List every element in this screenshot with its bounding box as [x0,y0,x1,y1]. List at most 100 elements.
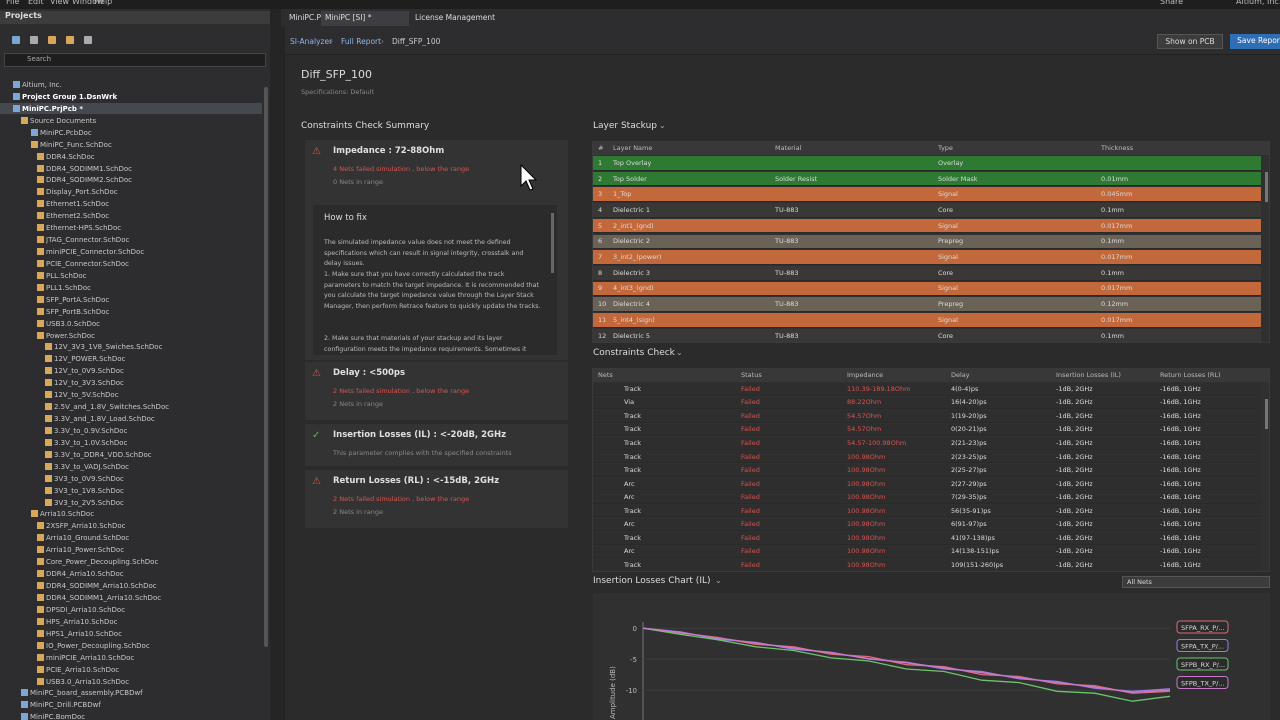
show-on-pcb-button[interactable]: Show on PCB [1157,34,1223,49]
tab[interactable]: MiniPC [SI] * [321,11,409,26]
tree-item[interactable]: MiniPC_Drill.PCBDwf [30,701,101,710]
table-row[interactable]: Track Failed 100.98Ohm 56(35-91)ps -1dB, 2GH… [593,504,1261,518]
tree-item[interactable]: 3.3V_to_0.9V.SchDoc [54,426,128,435]
tree-item[interactable]: MiniPC.PrjPcb * [22,104,84,113]
tree-item[interactable]: HPS_Arria10.SchDoc [46,617,118,626]
menu-item[interactable]: Edit [28,0,44,6]
tree-item[interactable]: 12V_to_5V.SchDoc [54,391,119,400]
tree-item[interactable]: USB3.0.SchDoc [46,319,100,328]
menu-item[interactable]: File [6,0,20,6]
table-row[interactable]: Arc Failed 100.98Ohm 14(138-151)ps -1dB, 2GH… [593,545,1261,559]
table-row[interactable]: Arc Failed 100.98Ohm 7(29-35)ps -1dB, 2GHz -1… [593,491,1261,504]
table-row[interactable]: Track Failed 100.98Ohm 41(97-138)ps -1dB, 2G… [593,532,1261,545]
tree-item[interactable]: DDR4_SODIMM1.SchDoc [46,164,133,173]
tree-item[interactable]: SFP_PortA.SchDoc [46,295,110,304]
toolbar-icon[interactable] [30,36,38,44]
table-row[interactable]: Track Failed 110.39-189.18Ohm 4(0-4)ps -1dB,… [593,383,1261,396]
tree-item[interactable]: miniPCIE_Connector.SchDoc [46,248,145,257]
table-row[interactable]: Track Failed 54.57Ohm 0(20-21)ps -1dB, 2GHz -… [593,423,1261,437]
account[interactable]: Altium, Inc. [1236,0,1280,6]
tree-item[interactable]: DDR4.SchDoc [46,152,95,161]
toolbar-icon[interactable] [66,36,74,44]
tree-item[interactable]: Core_Power_Decoupling.SchDoc [46,558,159,567]
table-row[interactable]: 3 1_Top Signal 0.045mm [593,187,1261,203]
tree-item[interactable]: MiniPC_Func.SchDoc [40,140,112,149]
table-row[interactable]: Arc Failed 100.98Ohm 2(27-29)ps -1dB, 2GHz -1… [593,477,1261,491]
search-box[interactable]: Search [4,53,266,67]
tree-item[interactable]: Altium, Inc. [22,81,62,89]
tree-item[interactable]: PLL.SchDoc [46,271,87,280]
table-row[interactable]: Track Failed 54.57Ohm 1(19-20)ps -1dB, 2GHz -… [593,410,1261,423]
table-row[interactable]: 7 3_int2_(power) Signal 0.017mm [593,250,1261,265]
tree-item[interactable]: Arria10_Ground.SchDoc [46,534,130,543]
toolbar-icon[interactable] [12,36,20,44]
tree-item[interactable]: IO_Power_Decoupling.SchDoc [46,641,150,650]
tree-item[interactable]: DDR4_SODIMM2.SchDoc [46,176,133,185]
tree-item[interactable]: JTAG_Connector.SchDoc [46,236,130,245]
table-row[interactable]: 11 5_int4_(sign) Signal 0.017mm [593,313,1261,328]
tree-item[interactable]: 12V_to_3V3.SchDoc [54,379,124,388]
table-row[interactable]: 12 Dielectric 5 TU-883 Core 0.1mm [593,328,1261,343]
tree-item[interactable]: Arria10.SchDoc [40,510,95,519]
tree-item[interactable]: 12V_3V3_1V8_Swiches.SchDoc [54,343,163,352]
toolbar-icon[interactable] [48,36,56,44]
table-row[interactable]: 4 Dielectric 1 TU-883 Core 0.1mm [593,203,1261,218]
table-row[interactable]: 9 4_int3_(gnd) Signal 0.017mm [593,281,1261,297]
tree-item[interactable]: 12V_to_0V9.SchDoc [54,367,124,376]
tree-item[interactable]: Power.SchDoc [46,331,95,340]
tree-item[interactable]: DPSDI_Arria10.SchDoc [46,605,126,614]
tree-item[interactable]: MiniPC_board_assembly.PCBDwf [30,689,143,698]
tree-item[interactable]: USB3.0_Arria10.SchDoc [46,677,130,686]
tree-item[interactable]: Arria10_Power.SchDoc [46,546,125,555]
tree-item[interactable]: DDR4_SODIMM1_Arria10.SchDoc [46,593,162,602]
tree-item[interactable]: 3.3V_to_VADJ.SchDoc [54,462,130,471]
tree-item[interactable]: Ethernet-HPS.SchDoc [46,224,122,233]
save-report-button[interactable]: Save Report [1230,34,1280,49]
breadcrumb-item[interactable]: SI-Analyzer [290,37,333,46]
tree-item[interactable]: DDR4_SODIMM_Arria10.SchDoc [46,582,157,591]
tree-item[interactable]: 3V3_to_1V8.SchDoc [54,486,124,495]
tree-item[interactable]: DDR4_Arria10.SchDoc [46,570,124,579]
table-row[interactable]: Track Failed 100.98Ohm 109(151-260)ps -1dB, … [593,559,1261,571]
tree-item[interactable]: SFP_PortB.SchDoc [46,307,110,316]
menu-item[interactable]: Window [72,0,104,6]
tree-item[interactable]: 3.3V_and_1.8V_Load.SchDoc [54,415,155,424]
filter-dropdown[interactable]: All Nets [1122,576,1270,588]
tree-item[interactable]: 2.5V_and_1.8V_Switches.SchDoc [54,403,170,412]
toolbar-icon[interactable] [84,36,92,44]
tree-item[interactable]: 12V_POWER.SchDoc [54,355,126,364]
tree-item[interactable]: 2XSFP_Arria10.SchDoc [46,522,126,531]
table-row[interactable]: 2 Top Solder Solder Resist Solder Mask 0.01m… [593,171,1261,187]
tree-item[interactable]: Ethernet2.SchDoc [46,212,110,221]
table-row[interactable]: 8 Dielectric 3 TU-883 Core 0.1mm [593,265,1261,281]
breadcrumb-item[interactable]: Full Report [341,37,382,46]
tree-item[interactable]: 3.3V_to_DDR4_VDD.SchDoc [54,450,152,459]
share-button[interactable]: Share [1160,0,1184,6]
tree-item[interactable]: MiniPC.BomDoc [30,713,86,720]
tree-item[interactable]: MiniPC.PcbDoc [40,128,92,137]
tree-item[interactable]: Project Group 1.DsnWrk [22,92,118,101]
tree-item[interactable]: miniPCIE_Arria10.SchDoc [46,653,135,662]
tree-item[interactable]: PCIE_Connector.SchDoc [46,259,130,268]
tree-item[interactable]: 3V3_to_2V5.SchDoc [54,498,124,507]
menu-item[interactable]: Help [94,0,113,6]
table-row[interactable]: 5 2_int1_(gnd) Signal 0.017mm [593,218,1261,234]
tree-item[interactable]: Source Documents [30,116,97,125]
table-row[interactable]: Via Failed 88.22Ohm 16(4-20)ps -1dB, 2GHz -16… [593,396,1261,410]
table-row[interactable]: Track Failed 100.98Ohm 2(23-25)ps -1dB, 2GHz… [593,450,1261,464]
table-row[interactable]: Track Failed 100.98Ohm 2(25-27)ps -1dB, 2GHz… [593,464,1261,477]
table-row[interactable]: 6 Dielectric 2 TU-883 Prepreg 0.1mm [593,234,1261,250]
tab[interactable]: License Management [411,11,511,26]
tree-item[interactable]: Ethernet1.SchDoc [46,200,110,209]
tree-item[interactable]: Display_Port.SchDoc [46,188,118,197]
table-row[interactable]: 10 Dielectric 4 TU-883 Prepreg 0.12mm [593,297,1261,312]
table-row[interactable]: Track Failed 54.57-100.98Ohm 2(21-23)ps -1dB… [593,437,1261,450]
table-row[interactable]: 1 Top Overlay Overlay [593,156,1261,171]
tree-item[interactable]: 3.3V_to_1.0V.SchDoc [54,438,128,447]
tree-item[interactable]: HPS1_Arria10.SchDoc [46,629,122,638]
table-row[interactable]: Arc Failed 100.98Ohm 6(91-97)ps -1dB, 2GHz -1… [593,518,1261,532]
tree-item[interactable]: 3V3_to_0V9.SchDoc [54,474,124,483]
tree-item[interactable]: PLL1.SchDoc [46,283,91,292]
tree-item[interactable]: PCIE_Arria10.SchDoc [46,665,120,674]
menu-item[interactable]: View [50,0,69,6]
